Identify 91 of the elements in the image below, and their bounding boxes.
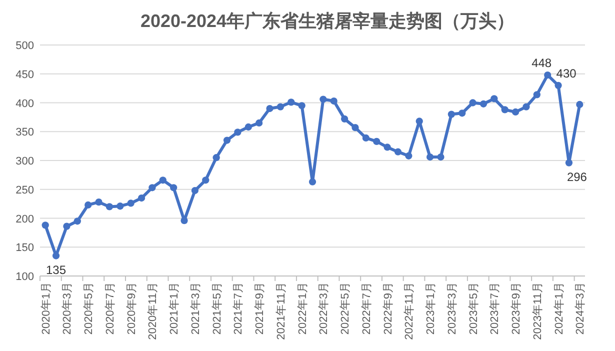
point: [448, 110, 455, 118]
point: [63, 222, 70, 230]
x-tick-label: 2020年9月: [126, 282, 138, 335]
x-tick-label: 2021年11月: [275, 282, 288, 340]
point: [394, 148, 402, 156]
y-tick-label: 200: [16, 213, 34, 226]
x-tick-label: 2023年1月: [425, 282, 438, 335]
point: [127, 200, 134, 207]
point: [330, 97, 338, 105]
point: [180, 217, 188, 224]
x-tick-label: 2021年3月: [190, 282, 202, 335]
point: [84, 201, 92, 209]
point: [565, 159, 573, 166]
point: [512, 108, 520, 116]
point: [554, 82, 562, 89]
x-tick-label: 2024年1月: [553, 282, 566, 335]
point: [234, 128, 242, 136]
x-tick-label: 2022年1月: [296, 282, 309, 335]
x-tick-label: 2020年7月: [104, 282, 116, 335]
point: [170, 184, 178, 192]
point: [352, 124, 359, 132]
x-tick-label: 2022年9月: [382, 282, 394, 335]
point: [426, 153, 434, 161]
point: [501, 106, 508, 114]
x-tick-label: 2023年3月: [446, 282, 458, 335]
point: [416, 118, 423, 125]
point: [320, 96, 327, 103]
point: [95, 198, 102, 206]
x-tick-label: 2020年3月: [62, 282, 74, 335]
point: [244, 123, 252, 131]
y-tick-label: 100: [16, 271, 34, 283]
point: [469, 99, 476, 106]
x-tick-label: 2023年7月: [489, 282, 502, 335]
data-label: 296: [566, 170, 588, 184]
x-tick-label: 2021年7月: [232, 282, 245, 335]
y-tick-label: 400: [16, 98, 34, 110]
x-tick-label: 2020年11月: [147, 282, 160, 340]
point: [362, 134, 370, 142]
x-tick-label: 2020年1月: [40, 282, 52, 335]
y-tick-label: 500: [16, 40, 34, 52]
point: [480, 100, 488, 108]
point: [533, 91, 540, 98]
y-tick-label: 350: [16, 126, 34, 139]
x-tick-label: 2021年1月: [168, 282, 181, 335]
point: [138, 194, 146, 202]
x-tick-label: 2022年5月: [340, 282, 352, 335]
y-tick-label: 300: [16, 156, 34, 168]
x-tick-label: 2022年7月: [360, 282, 373, 335]
point: [288, 98, 295, 106]
point: [308, 178, 316, 186]
point: [223, 136, 231, 144]
point: [148, 184, 156, 192]
point: [298, 102, 306, 110]
x-tick-label: 2022年3月: [318, 282, 330, 335]
point: [52, 252, 60, 260]
y-tick-label: 150: [16, 242, 34, 254]
point: [276, 103, 284, 110]
point: [522, 103, 530, 110]
point: [42, 222, 49, 229]
point: [544, 71, 552, 79]
y-tick-label: 250: [16, 184, 34, 196]
point: [256, 119, 263, 127]
x-tick-label: 2023年5月: [468, 282, 480, 335]
point: [437, 153, 444, 161]
point: [405, 152, 412, 160]
data-label: 430: [556, 66, 577, 80]
point: [490, 95, 498, 102]
x-tick-label: 2023年11月: [532, 282, 544, 340]
x-tick-label: 2023年9月: [510, 282, 523, 335]
point: [74, 218, 81, 225]
y-tick-label: 450: [16, 68, 34, 81]
point: [191, 186, 199, 194]
point: [116, 202, 124, 210]
point: [212, 154, 220, 162]
x-tick-label: 2021年9月: [254, 282, 266, 335]
point: [384, 144, 391, 151]
point: [373, 138, 380, 146]
data-label: 135: [46, 262, 66, 277]
point: [340, 115, 348, 122]
chart-title: 2020-2024年广东省生猪屠宰量走势图（万头）: [140, 11, 515, 31]
point: [266, 104, 274, 112]
x-tick-label: 2021年5月: [211, 282, 224, 335]
point: [576, 100, 584, 108]
x-tick-label: 2024年3月: [574, 282, 587, 335]
point: [458, 110, 466, 117]
point: [106, 203, 114, 210]
x-tick-label: 2022年11月: [404, 282, 416, 340]
x-tick-label: 2020年5月: [83, 282, 96, 335]
data-label: 448: [532, 56, 552, 70]
point: [159, 176, 166, 184]
point: [202, 176, 210, 184]
